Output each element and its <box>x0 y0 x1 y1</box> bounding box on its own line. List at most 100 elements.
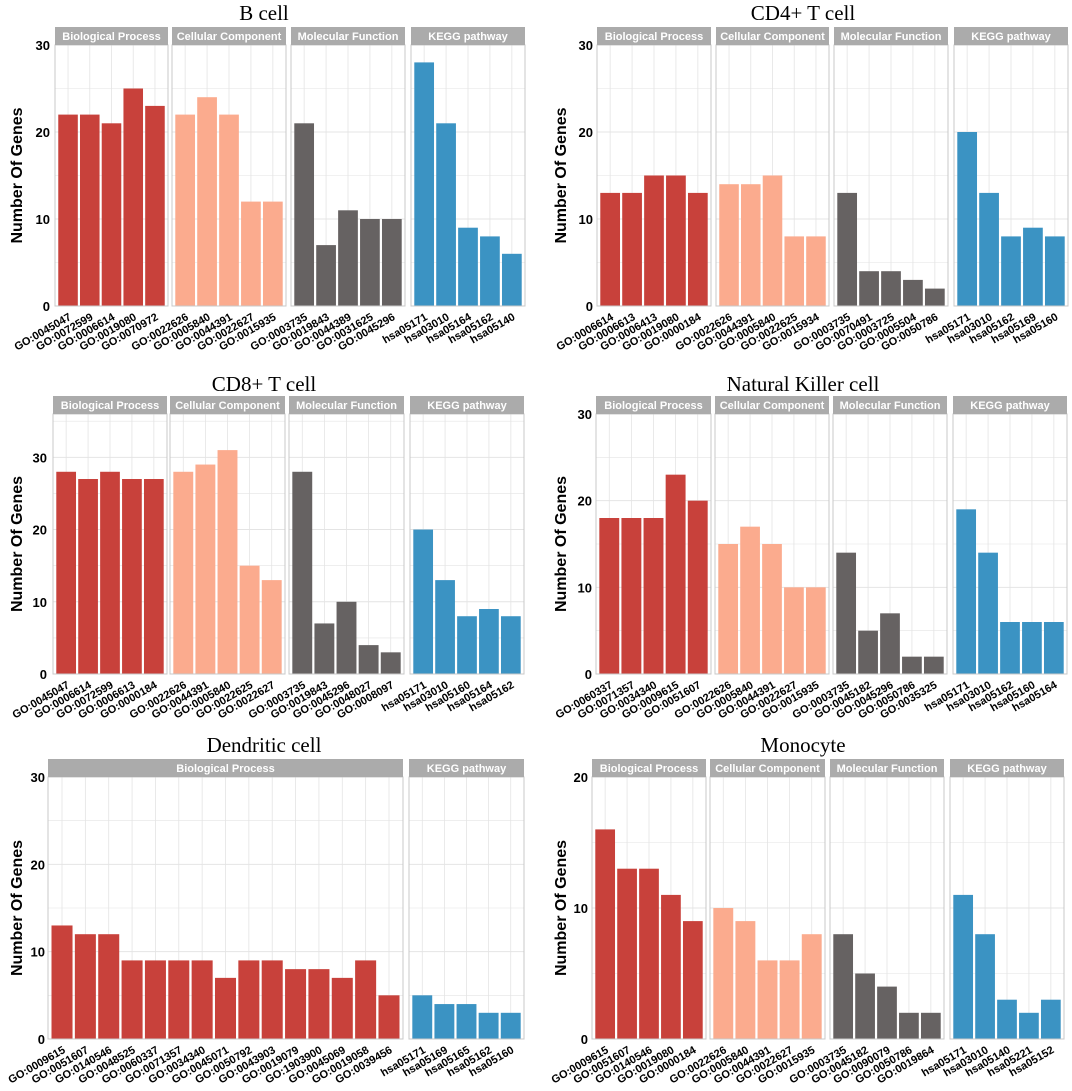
bar-go-0043903 <box>261 960 283 1039</box>
y-tick-label: 0 <box>586 299 593 314</box>
bar-go-0003735 <box>292 471 313 674</box>
bar-go-0022626 <box>175 114 196 306</box>
bar-go-0003735 <box>837 192 858 306</box>
facet-strip <box>53 396 167 414</box>
bar-hsa05152 <box>1040 999 1061 1039</box>
facet-strip <box>715 396 829 414</box>
bar-hsa03010 <box>975 934 995 1039</box>
bar-go-0045296 <box>381 219 402 306</box>
bar-hsa05160 <box>1044 236 1065 306</box>
bar-go-0070972 <box>145 105 165 307</box>
y-axis-label: Number Of Genes <box>9 840 26 976</box>
y-axis-label: Number Of Genes <box>553 840 570 976</box>
bar-go-0071357 <box>621 518 642 674</box>
bar-go-0006614 <box>78 479 98 674</box>
bar-go-0005840 <box>217 450 238 674</box>
y-axis-label: Number Of Genes <box>553 107 570 243</box>
facet-strip <box>830 759 944 777</box>
bar-go-0009615 <box>595 829 616 1039</box>
bar-hsa05162 <box>1001 236 1021 306</box>
bar-go-0015935 <box>805 587 826 674</box>
y-tick-label: 0 <box>43 299 50 314</box>
bar-go-0000184 <box>687 192 708 306</box>
bar-hsa05165 <box>456 1004 477 1039</box>
bar-hsa05162 <box>1000 622 1020 674</box>
bar-go-0006613 <box>622 192 642 306</box>
facet-strip-label: Molecular Function <box>296 400 397 412</box>
bar-go-0044391 <box>219 114 239 306</box>
facet-strip-label: KEGG pathway <box>967 763 1047 775</box>
facet-strip-label: Cellular Component <box>715 763 820 775</box>
facet-biological-process: Biological ProcessGO:0006614GO:0006613GO… <box>555 27 712 353</box>
facet-strip-label: KEGG pathway <box>971 31 1051 43</box>
bar-go-0015935 <box>262 201 283 306</box>
facet-cellular-component: Cellular ComponentGO:0022626GO:0044391GO… <box>673 27 830 353</box>
bar-go-0070491 <box>859 271 879 306</box>
bar-hsa05162 <box>480 236 500 306</box>
bar-hsa05164 <box>1043 622 1064 674</box>
bar-go-0072599 <box>79 114 100 306</box>
y-tick-label: 20 <box>578 494 592 509</box>
facet-strip-label: KEGG pathway <box>427 400 507 412</box>
bar-hsa05140 <box>997 999 1017 1039</box>
bar-go-0005840 <box>735 921 756 1039</box>
bar-hsa05171 <box>957 132 978 306</box>
facet-strip <box>950 759 1064 777</box>
facet-biological-process: Biological ProcessGO:0045047GO:0072599GO… <box>12 27 169 353</box>
bar-go-0045296 <box>336 601 357 674</box>
facet-strip <box>409 759 524 777</box>
bar-go-0044391 <box>195 464 216 674</box>
bar-hsa05221 <box>1019 1012 1039 1039</box>
bar-go-0015934 <box>806 236 826 306</box>
bar-hsa05171 <box>414 62 435 307</box>
bar-go-0044389 <box>338 210 358 306</box>
bar-go-0039456 <box>378 995 400 1039</box>
bar-go-0006613 <box>122 479 142 674</box>
bar-go-0050786 <box>924 288 945 306</box>
bar-go-0022627 <box>784 587 804 674</box>
bar-hsa05160 <box>500 1012 521 1039</box>
chart-panel-natural-killer-cell: Natural Killer cell Number Of Genes 0 10 20 3… <box>553 372 1068 721</box>
bar-hsa05160 <box>1022 622 1042 674</box>
bar-go-0019080 <box>123 88 144 306</box>
facet-biological-process: Biological ProcessGO:0045047GO:0006614GO… <box>11 396 168 721</box>
chart-title: CD8+ T cell <box>212 372 317 396</box>
bar-hsa05171 <box>956 509 977 674</box>
y-tick-label: 20 <box>33 523 47 538</box>
bar-go-0019843 <box>314 623 335 674</box>
bar-go-0019864 <box>920 1012 941 1039</box>
facet-strip <box>170 396 285 414</box>
y-tick-label: 30 <box>579 38 593 53</box>
facet-strip-label: Biological Process <box>605 31 703 43</box>
bar-go-0003735 <box>836 552 857 674</box>
bar-go-0140546 <box>639 868 659 1039</box>
bar-go-0019079 <box>285 969 307 1039</box>
bar-hsa05140 <box>501 253 522 306</box>
y-tick-label: 20 <box>579 125 593 140</box>
y-tick-label: 30 <box>33 450 47 465</box>
bar-go-0090079 <box>877 986 897 1039</box>
bar-go-0019058 <box>355 960 377 1039</box>
facet-strip <box>289 396 404 414</box>
bar-go-0051607 <box>617 868 637 1039</box>
bar-go-0005840 <box>740 526 760 674</box>
bar-hsa03010 <box>435 580 455 674</box>
y-tick-label: 0 <box>38 1032 45 1047</box>
facet-strip <box>596 396 711 414</box>
facet-strip <box>833 396 947 414</box>
facet-strip-label: Biological Process <box>604 400 702 412</box>
facet-strip-label: KEGG pathway <box>970 400 1050 412</box>
chart-title: Dendritic cell <box>207 733 322 757</box>
bar-go-0034340 <box>643 518 664 674</box>
facet-strip <box>710 759 825 777</box>
facet-cellular-component: Cellular ComponentGO:0022626GO:0005840GO… <box>673 396 830 721</box>
facet-strip <box>597 27 711 45</box>
bar-go-0000184 <box>682 921 703 1039</box>
facet-strip-label: Cellular Component <box>175 400 280 412</box>
bar-go-0022626 <box>719 184 739 306</box>
facet-biological-process: Biological ProcessGO:0060337GO:0071357GO… <box>554 396 712 721</box>
facet-strip-label: KEGG pathway <box>428 31 508 43</box>
